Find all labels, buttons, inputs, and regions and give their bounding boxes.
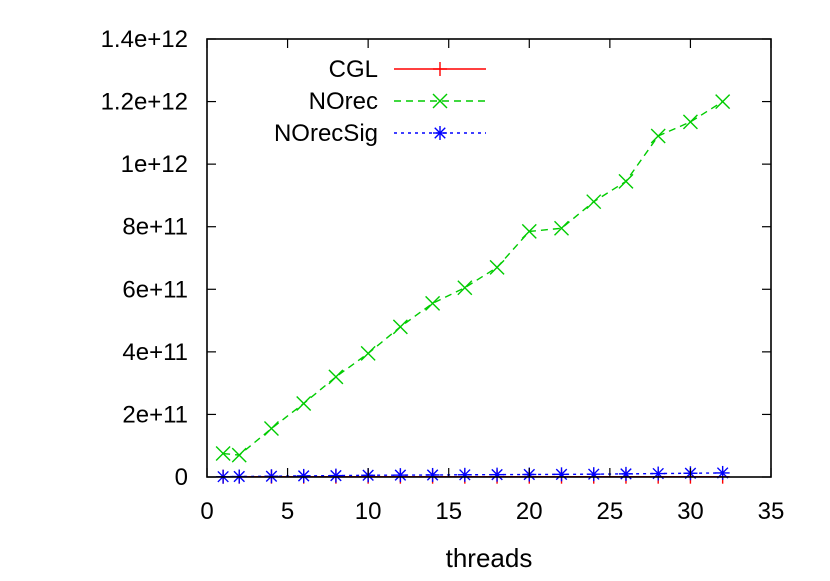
data-point-norecsig [586,467,601,482]
data-point-norec [682,114,698,130]
y-tick-label: 4e+11 [122,339,188,366]
legend-label-cgl: CGL [329,56,378,83]
data-point-norecsig [554,467,569,482]
x-tick-label: 30 [677,498,704,525]
legend-label-norec: NOrec [309,88,378,115]
y-tick-label: 1.2e+12 [101,89,188,116]
series-norecsig [216,465,730,484]
y-tick-label: 2e+11 [122,401,188,428]
plot-frame [206,38,772,478]
x-tick-label: 15 [435,498,462,525]
data-point-norecsig [328,468,343,483]
data-point-norec [296,395,312,411]
x-tick-label: 20 [516,498,543,525]
legend: CGL NOrec NOrecSig [274,56,486,147]
data-point-norec [715,94,731,110]
data-point-norec [457,280,473,296]
legend-label-norecsig: NOrecSig [274,120,378,147]
x-tick-label: 35 [758,498,785,525]
y-tick-label: 1.4e+12 [101,26,188,53]
data-point-norec [489,259,505,275]
data-point-norec [360,345,376,361]
x-tick-label: 5 [281,498,294,525]
data-point-norecsig [425,467,440,482]
x-tick-label: 0 [200,498,213,525]
data-point-norecsig [651,466,666,481]
series-norec [215,94,731,463]
y-tick-label: 8e+11 [122,214,188,241]
series-line-norecsig [223,472,723,478]
data-point-norecsig [393,468,408,483]
legend-marker-norec [432,93,448,109]
data-point-norec [328,369,344,385]
data-point-norec [231,447,247,463]
data-point-norecsig [457,467,472,482]
data-point-norec [650,128,666,144]
data-point-norec [425,295,441,311]
data-point-norec [521,223,537,239]
data-point-norecsig [296,468,311,483]
data-point-norec [554,220,570,236]
legend-marker-cgl [433,62,447,76]
data-point-norec [618,173,634,189]
y-tick-label: 0 [175,464,188,491]
y-tick-label: 6e+11 [122,276,188,303]
data-point-norec [215,446,231,462]
data-point-norecsig [618,466,633,481]
data-point-norecsig [490,467,505,482]
y-tick-label: 1e+12 [121,151,188,178]
data-point-norecsig [715,465,730,480]
x-tick-label: 10 [355,498,382,525]
x-tick-label: 25 [597,498,624,525]
plot-marks [215,94,731,484]
data-point-norec [392,319,408,335]
x-axis-label: threads [446,543,533,573]
data-point-norec [263,421,279,437]
series-line-norec [223,100,724,456]
data-point-norec [586,194,602,210]
legend-marker-norecsig [433,126,447,140]
